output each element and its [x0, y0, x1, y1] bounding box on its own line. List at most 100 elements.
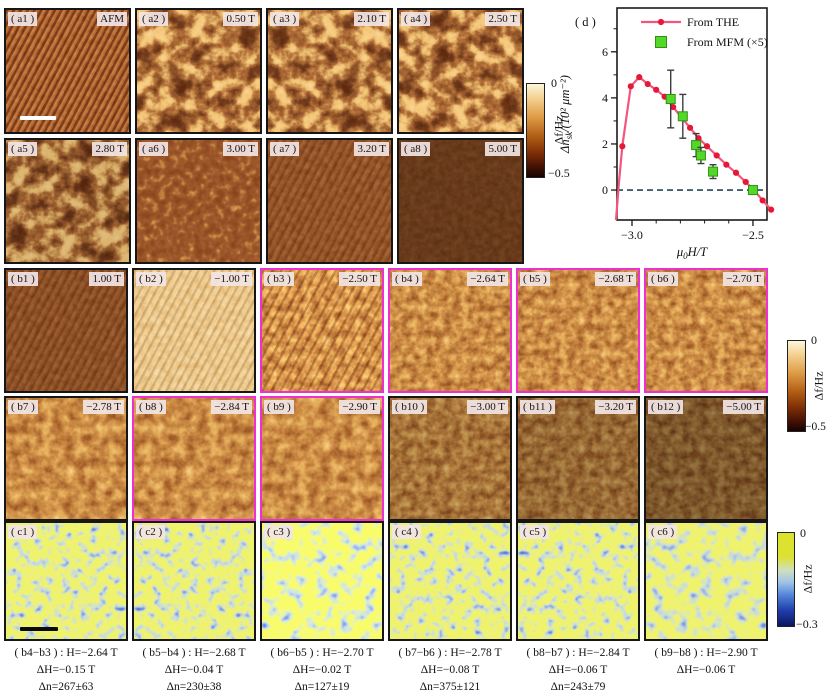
svg-text:From MFM (×5): From MFM (×5)	[687, 35, 768, 49]
panel-label-a4: ( a4 )	[401, 12, 431, 26]
annotation-col-3: ( b6−b5 ) : H=−2.70 T ΔH=−0.02 T Δn=127±…	[256, 645, 388, 696]
annotation-line1: ( b4−b3 ) : H=−2.64 T	[14, 647, 118, 659]
field-value-a7: 3.20 T	[354, 142, 389, 156]
field-value-b3: −2.50 T	[339, 272, 380, 286]
field-value-a1: AFM	[97, 12, 127, 26]
panel-a5: ( a5 ) 2.80 T	[4, 138, 131, 264]
annotation-line2: ΔH=−0.04 T	[164, 664, 224, 676]
panel-a3: ( a3 ) 2.10 T	[266, 8, 393, 134]
panel-c6: ( c6 )	[644, 521, 768, 641]
chart-d: 0 2 4 6 −3.0 −2.5 μ0H/T Δnsk/(10² μm⁻²) ( d ) Fro…	[558, 7, 775, 261]
panel-label-b11: ( b11 )	[520, 400, 555, 414]
colorbar-ab2-min: −0.5	[805, 421, 826, 433]
panel-b12: ( b12 ) −5.00 T	[644, 396, 768, 521]
annotation-col-2: ( b5−b4 ) : H=−2.68 T ΔH=−0.04 T Δn=230±…	[128, 645, 260, 696]
annotation-line3: Δn=243±79	[550, 681, 606, 693]
panel-label-a3: ( a3 )	[270, 12, 300, 26]
field-value-b5: −2.68 T	[595, 272, 636, 286]
field-value-b12: −5.00 T	[723, 400, 764, 414]
mfm-texture-b7	[6, 398, 126, 519]
panel-label-a8: ( a8 )	[401, 142, 431, 156]
scale-bar	[20, 627, 58, 631]
annotation-line2: ΔH=−0.06 T	[676, 664, 736, 676]
annotation-line2: ΔH=−0.02 T	[292, 664, 352, 676]
field-value-b2: −1.00 T	[211, 272, 252, 286]
annotation-line2: ΔH=−0.15 T	[36, 664, 96, 676]
mfm-texture-b8	[134, 398, 254, 519]
panel-b10: ( b10 ) −3.00 T	[388, 396, 512, 521]
mfm-texture-b1	[6, 270, 126, 391]
field-value-a6: 3.00 T	[223, 142, 258, 156]
panel-label-b10: ( b10 )	[392, 400, 428, 414]
panel-label-b3: ( b3 )	[264, 272, 294, 286]
mfm-texture-b9	[262, 398, 382, 519]
annotation-col-4: ( b7−b6 ) : H=−2.78 T ΔH=−0.08 T Δn=375±…	[384, 645, 516, 696]
field-value-b10: −3.00 T	[467, 400, 508, 414]
field-value-a3: 2.10 T	[354, 12, 389, 26]
panel-c1: ( c1 )	[4, 521, 128, 641]
field-value-b6: −2.70 T	[723, 272, 764, 286]
panel-b2: ( b2 ) −1.00 T	[132, 268, 256, 393]
annotation-line3: Δn=230±38	[166, 681, 222, 693]
colorbar-c-min: −0.3	[796, 617, 818, 631]
svg-text:( d ): ( d )	[575, 15, 596, 29]
panel-a2: ( a2 ) 0.50 T	[135, 8, 262, 134]
panel-c2: ( c2 )	[132, 521, 256, 641]
diff-texture-c6	[646, 523, 766, 639]
annotation-line1: ( b9−b8 ) : H=−2.90 T	[654, 647, 758, 659]
annotation-line3: Δn=267±63	[38, 681, 94, 693]
annotation-line3: Δn=375±121	[419, 681, 481, 693]
annotation-line3: Δn=127±19	[294, 681, 350, 693]
field-value-b1: 1.00 T	[89, 272, 124, 286]
mfm-texture-a2	[137, 10, 260, 132]
panel-a4: ( a4 ) 2.50 T	[397, 8, 524, 134]
colorbar-ab-2	[787, 340, 806, 432]
panel-b8: ( b8 ) −2.84 T	[132, 396, 256, 521]
panel-b5: ( b5 ) −2.68 T	[516, 268, 640, 393]
panel-label-c3: ( c3 )	[264, 525, 294, 539]
diff-texture-c3	[262, 523, 382, 639]
panel-label-b4: ( b4 )	[392, 272, 422, 286]
annotation-line1: ( b7−b6 ) : H=−2.78 T	[398, 647, 502, 659]
mfm-texture-b11	[518, 398, 638, 519]
annotation-col-5: ( b8−b7 ) : H=−2.84 T ΔH=−0.06 T Δn=243±…	[512, 645, 644, 696]
svg-text:−3.0: −3.0	[621, 228, 643, 242]
svg-text:2: 2	[602, 137, 608, 151]
annotation-col-1: ( b4−b3 ) : H=−2.64 T ΔH=−0.15 T Δn=267±…	[0, 645, 132, 696]
panel-c5: ( c5 )	[516, 521, 640, 641]
field-value-b9: −2.90 T	[339, 400, 380, 414]
annotation-line1: ( b8−b7 ) : H=−2.84 T	[526, 647, 630, 659]
mfm-texture-b10	[390, 398, 510, 519]
mfm-texture-a8	[399, 140, 522, 262]
mfm-texture-a7	[268, 140, 391, 262]
mfm-texture-a4	[399, 10, 522, 132]
panel-label-c4: ( c4 )	[392, 525, 422, 539]
panel-b1: ( b1 ) 1.00 T	[4, 268, 128, 393]
svg-text:Δnsk/(10² μm⁻²): Δnsk/(10² μm⁻²)	[558, 75, 574, 154]
panel-label-b5: ( b5 )	[520, 272, 550, 286]
svg-text:6: 6	[602, 45, 608, 59]
mfm-texture-b3	[262, 270, 382, 391]
mfm-texture-a6	[137, 140, 260, 262]
panel-label-a5: ( a5 )	[8, 142, 38, 156]
colorbar-c-label: Δf/Hz	[800, 564, 815, 594]
scale-bar	[20, 116, 56, 120]
panel-label-a2: ( a2 )	[139, 12, 169, 26]
panel-b6: ( b6 ) −2.70 T	[644, 268, 768, 393]
svg-text:0: 0	[602, 183, 608, 197]
mfm-texture-b4	[390, 270, 510, 391]
panel-label-c5: ( c5 )	[520, 525, 550, 539]
panel-label-b7: ( b7 )	[8, 400, 38, 414]
diff-texture-c4	[390, 523, 510, 639]
diff-texture-c1	[6, 523, 126, 639]
field-value-a4: 2.50 T	[485, 12, 520, 26]
panel-label-b1: ( b1 )	[8, 272, 38, 286]
panel-label-b12: ( b12 )	[648, 400, 684, 414]
diff-texture-c5	[518, 523, 638, 639]
annotation-line2: ΔH=−0.08 T	[420, 664, 480, 676]
colorbar-ab2-label: Δf/Hz	[811, 371, 826, 401]
panel-label-b2: ( b2 )	[136, 272, 166, 286]
mfm-texture-b2	[134, 270, 254, 391]
diff-texture-c2	[134, 523, 254, 639]
